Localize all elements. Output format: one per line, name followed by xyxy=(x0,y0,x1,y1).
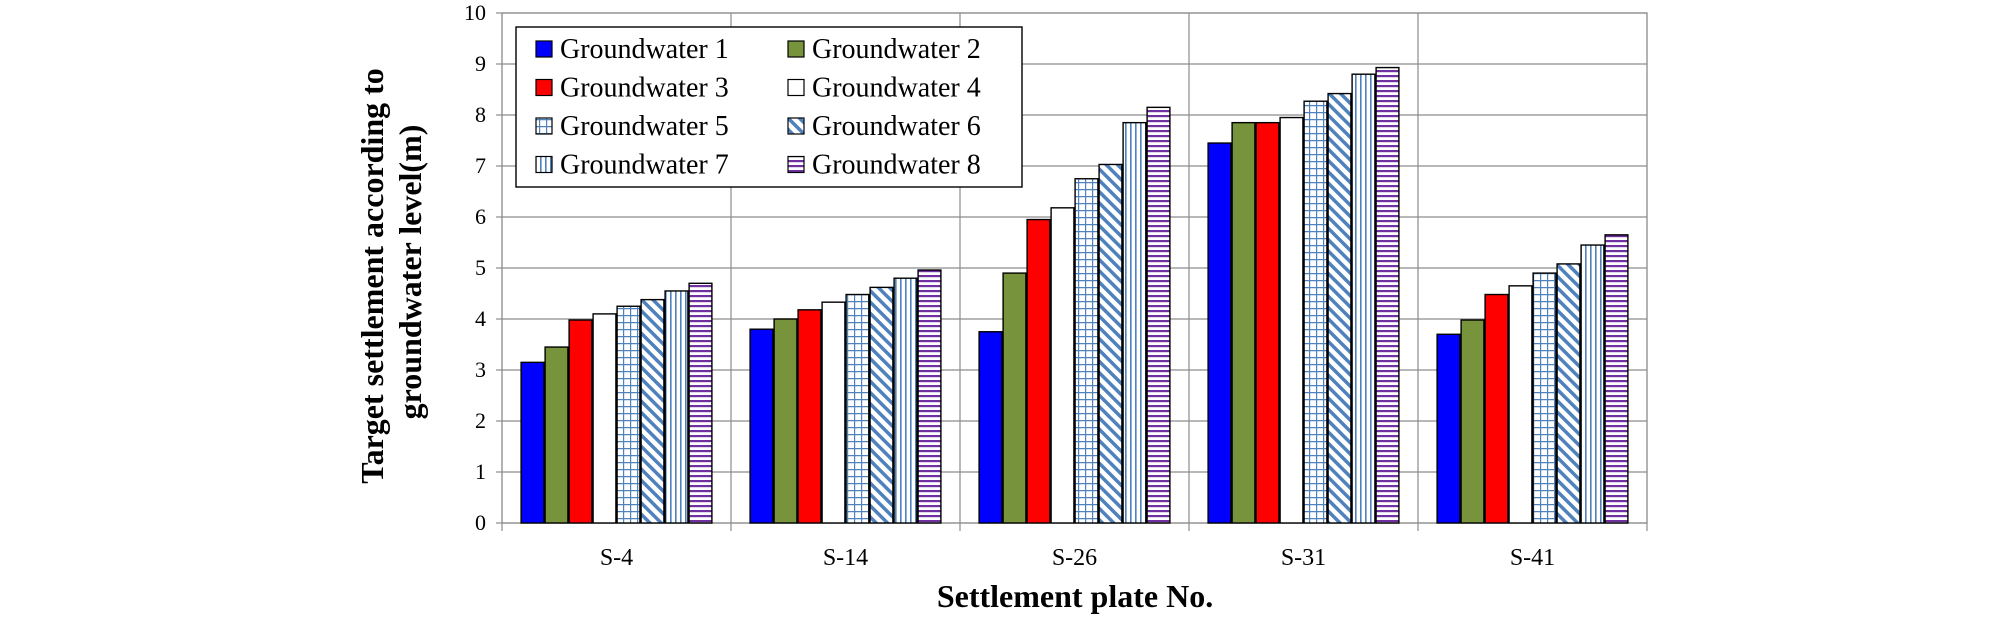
y-tick-label: 2 xyxy=(475,408,486,433)
bar xyxy=(1460,319,1485,524)
bar xyxy=(1580,244,1605,524)
x-tick-label: S-41 xyxy=(1510,545,1555,571)
legend-label: Groundwater 3 xyxy=(560,73,729,104)
bar xyxy=(1098,163,1123,524)
bar xyxy=(869,286,894,524)
bar xyxy=(978,331,1003,524)
bar xyxy=(592,313,617,524)
legend-label: Groundwater 2 xyxy=(812,34,981,65)
x-tick-label: S-26 xyxy=(1052,545,1097,571)
bar xyxy=(1375,66,1400,524)
bar xyxy=(1604,234,1629,524)
legend-label: Groundwater 1 xyxy=(560,34,729,65)
bar xyxy=(544,346,569,524)
bar xyxy=(664,290,689,524)
legend-label: Groundwater 6 xyxy=(812,111,981,142)
bar xyxy=(640,298,665,524)
y-tick-label: 6 xyxy=(475,204,486,229)
legend-swatch xyxy=(787,40,805,58)
legend-label: Groundwater 7 xyxy=(560,150,729,181)
bar xyxy=(1002,272,1027,524)
legend-swatch xyxy=(535,155,553,174)
bar xyxy=(773,318,798,524)
bar xyxy=(568,319,593,524)
legend-swatch xyxy=(787,155,805,174)
legend-label: Groundwater 8 xyxy=(812,150,981,181)
bar xyxy=(1146,106,1171,524)
bar xyxy=(1327,92,1352,524)
y-tick-label: 8 xyxy=(475,102,486,127)
y-tick-label: 7 xyxy=(475,153,486,178)
legend-swatch xyxy=(535,117,553,135)
x-axis-ticks: S-4 S-14 S-26 S-31 S-41 xyxy=(600,545,1555,571)
y-tick-label: 1 xyxy=(475,459,486,484)
legend: Groundwater 1 Groundwater 2 Groundwater 3 G… xyxy=(515,26,1023,188)
y-tick-label: 5 xyxy=(475,255,486,280)
y-axis-ticks: 0 1 2 3 4 5 6 7 8 9 10 xyxy=(464,0,502,535)
legend-label: Groundwater 4 xyxy=(812,73,981,104)
y-tick-label: 0 xyxy=(475,510,486,535)
legend-swatch xyxy=(787,117,805,135)
bar xyxy=(1484,293,1509,524)
bar xyxy=(845,293,870,524)
bar xyxy=(893,277,918,524)
x-tick-label: S-4 xyxy=(600,545,633,571)
bar xyxy=(1231,121,1256,524)
y-axis-title: Target settlement according to groundwat… xyxy=(354,60,428,484)
bar xyxy=(1436,333,1461,524)
legend-label: Groundwater 5 xyxy=(560,111,729,142)
y-tick-label: 3 xyxy=(475,357,486,382)
bar xyxy=(1207,142,1232,524)
bar xyxy=(520,361,545,524)
legend-swatch xyxy=(535,40,553,58)
bar xyxy=(1050,207,1075,524)
y-axis-title-line-1: Target settlement according to xyxy=(354,68,390,484)
bar xyxy=(797,309,822,524)
bar xyxy=(688,282,713,524)
bar xyxy=(1255,121,1280,524)
bar xyxy=(1508,285,1533,524)
bar xyxy=(616,305,641,524)
bar xyxy=(1556,263,1581,524)
x-tick-label: S-31 xyxy=(1281,545,1326,571)
bar xyxy=(1279,116,1304,524)
legend-box xyxy=(515,26,1023,188)
bars xyxy=(520,66,1629,524)
bar xyxy=(1074,178,1099,524)
x-tick-label: S-14 xyxy=(823,545,868,571)
y-tick-label: 10 xyxy=(464,0,486,25)
y-axis-title-line-2: groundwater level(m) xyxy=(392,125,428,420)
bar xyxy=(1351,73,1376,524)
x-axis-title: Settlement plate No. xyxy=(937,578,1213,614)
y-tick-label: 4 xyxy=(475,306,486,331)
bar xyxy=(1532,272,1557,524)
bar xyxy=(1026,218,1051,524)
bar xyxy=(749,328,774,524)
bar xyxy=(917,269,942,524)
y-tick-label: 9 xyxy=(475,51,486,76)
bar xyxy=(1303,100,1328,524)
legend-swatch xyxy=(787,78,805,97)
bar xyxy=(1122,121,1147,524)
legend-swatch xyxy=(535,78,553,97)
bar xyxy=(821,301,846,524)
